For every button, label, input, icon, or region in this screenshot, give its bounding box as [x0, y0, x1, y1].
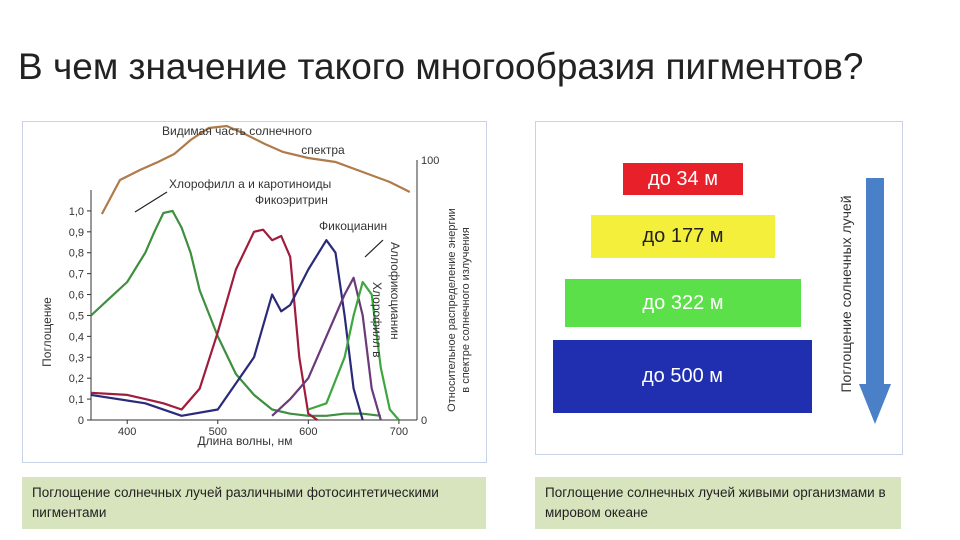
y-tick-label: 0,5 — [69, 310, 84, 322]
series-line-2 — [90, 239, 364, 421]
depth-bar-34: до 34 м — [623, 163, 743, 195]
chlorophyll-pointer — [134, 191, 168, 213]
absorption-arrow: Поглощение солнечных лучей — [838, 178, 891, 424]
x-tick-label: 500 — [209, 426, 227, 438]
y-tick-label: 0,7 — [69, 269, 84, 281]
depth-bar-500: до 500 м — [553, 340, 812, 413]
y-tick-label: 0,8 — [69, 248, 84, 260]
left-caption: Поглощение солнечных лучей различными фо… — [22, 477, 486, 529]
y-tick-label: 1,0 — [69, 206, 84, 218]
chlorophyll-a-label: Хлорофилл а и каротиноиды — [169, 177, 331, 191]
y-tick-label: 0,2 — [69, 373, 84, 385]
solar-spectrum-curve — [100, 124, 411, 215]
y-tick-label: 0,4 — [69, 331, 84, 343]
y-right-axis-label-2: в спектре солнечного излучения — [460, 227, 472, 392]
chlorophyll-b-label: Хлорофилл в — [370, 282, 384, 357]
absorption-chart-panel: 0 0,1 0,2 0,3 0,4 0,5 0,6 0,7 0,8 0,9 1,0 400 500 600… — [22, 121, 487, 463]
series-line-4 — [307, 280, 400, 421]
phycoerythrin-label: Фикоэритрин — [255, 193, 328, 207]
y-tick-label: 0,9 — [69, 227, 84, 239]
absorption-chart: 0 0,1 0,2 0,3 0,4 0,5 0,6 0,7 0,8 0,9 1,0 400 500 600… — [40, 124, 472, 448]
slide-title: В чем значение такого многообразия пигме… — [18, 46, 864, 87]
y-right-tick-label: 0 — [421, 415, 427, 427]
y-tick-label: 0,1 — [69, 394, 84, 406]
x-axis-label: Длина волны, нм — [198, 434, 293, 448]
allophycocyanin-label: Аллофикоцианин — [388, 242, 402, 340]
x-tick-label: 700 — [390, 426, 408, 438]
arrow-shaft — [866, 178, 884, 386]
x-tick-label: 400 — [118, 426, 136, 438]
x-tick-label: 600 — [299, 426, 317, 438]
y-axis-label: Поглощение — [40, 297, 54, 367]
depth-bar-322: до 322 м — [565, 279, 801, 327]
depth-bar-177-label: до 177 м — [642, 225, 724, 247]
y-tick-label: 0,3 — [69, 352, 84, 364]
series-line-1 — [90, 228, 319, 421]
visible-spectrum-label-2: спектра — [301, 143, 345, 157]
depth-bar-34-label: до 34 м — [648, 167, 718, 190]
series-line-0 — [90, 209, 381, 417]
depth-bar-177: до 177 м — [591, 215, 775, 258]
y-tick-label: 0 — [78, 415, 84, 427]
phycocyanin-pointer — [364, 239, 384, 258]
right-caption: Поглощение солнечных лучей живыми органи… — [535, 477, 901, 529]
y-tick-label: 0,6 — [69, 290, 84, 302]
arrow-label: Поглощение солнечных лучей — [838, 195, 854, 392]
y-right-tick-label: 100 — [421, 155, 439, 167]
series-line-3 — [271, 276, 382, 421]
visible-spectrum-label-1: Видимая часть солнечного — [162, 124, 312, 138]
depth-chart-panel: до 34 м до 177 м до 322 м до 500 м Погло… — [535, 121, 903, 455]
y-right-axis-label-1: Относительное распределение энергии — [446, 208, 458, 412]
depth-bar-500-label: до 500 м — [641, 365, 724, 387]
arrow-head-icon — [859, 384, 891, 424]
phycocyanin-label: Фикоцианин — [319, 219, 387, 233]
depth-bar-322-label: до 322 м — [642, 291, 724, 314]
